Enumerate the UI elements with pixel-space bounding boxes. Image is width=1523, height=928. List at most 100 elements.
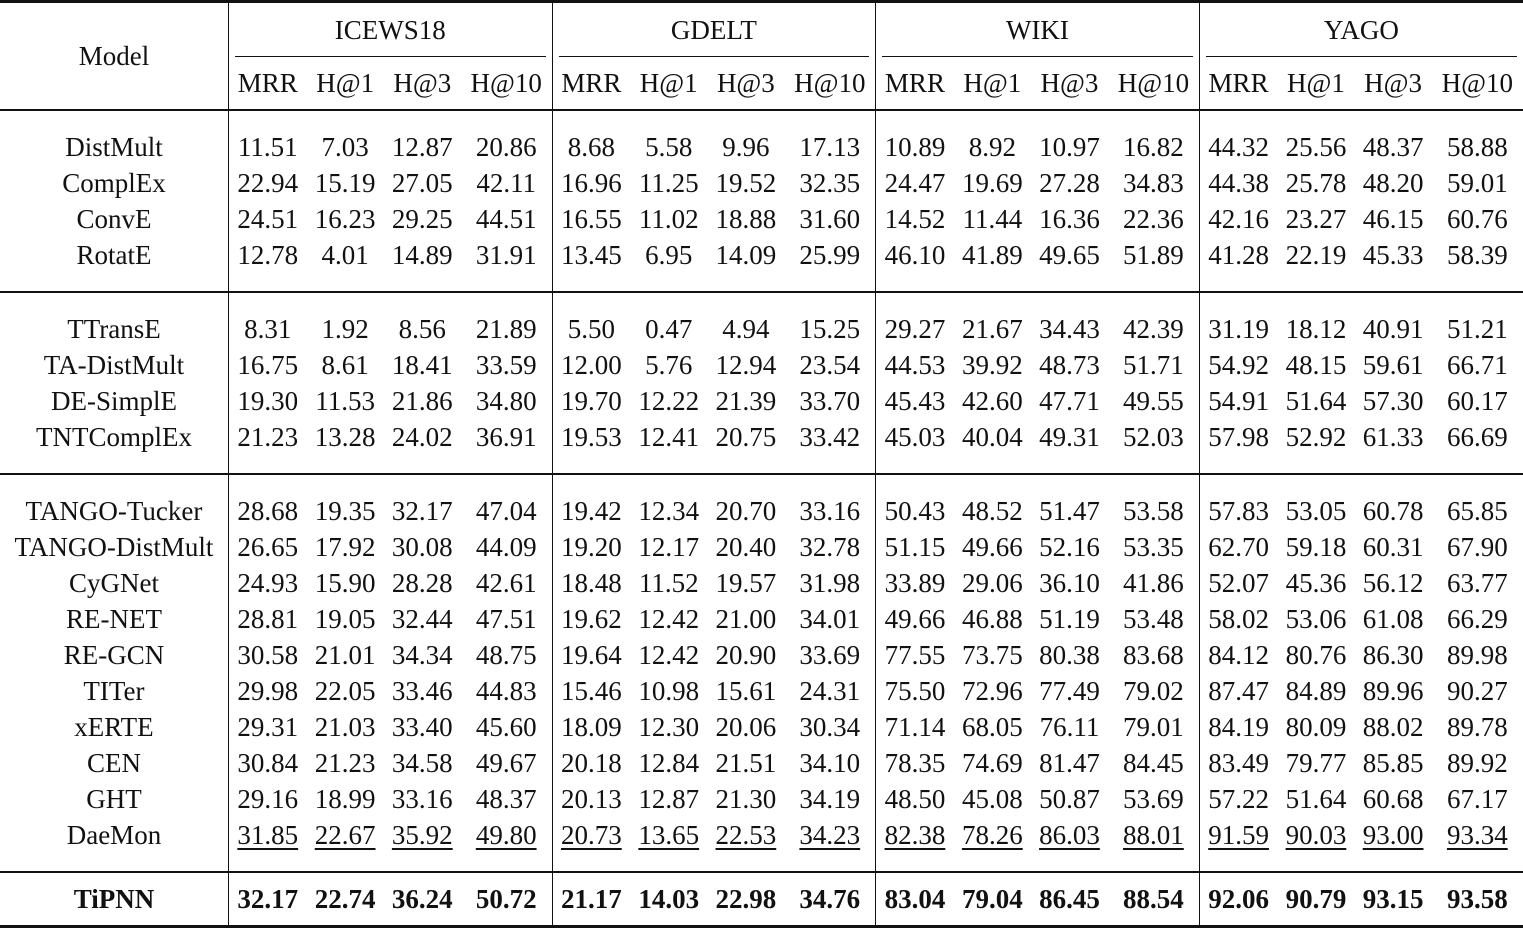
metric-value-cell: 19.20 xyxy=(551,529,631,565)
metric-value: 50.72 xyxy=(475,883,537,914)
metric-value: 11.44 xyxy=(962,203,1023,234)
metric-value-cell: 53.35 xyxy=(1108,529,1199,565)
metric-value-cell: 90.27 xyxy=(1432,673,1523,709)
metric-value: 19.30 xyxy=(237,385,299,416)
row-spacer xyxy=(0,292,1523,311)
metric-value-cell: 79.77 xyxy=(1277,745,1354,781)
metric-value: 86.30 xyxy=(1362,639,1424,670)
metric-value: 91.59 xyxy=(1208,819,1269,850)
metric-value-cell: 89.92 xyxy=(1432,745,1523,781)
metric-value-cell: 32.78 xyxy=(784,529,875,565)
metric-value-cell: 34.10 xyxy=(784,745,875,781)
metric-value: 18.09 xyxy=(560,711,622,742)
metric-header-h3: H@3 xyxy=(707,57,785,111)
metric-value-cell: 66.69 xyxy=(1432,419,1523,455)
metric-value: 80.38 xyxy=(1039,639,1100,670)
metric-value: 34.34 xyxy=(391,639,453,670)
metric-value: 22.74 xyxy=(314,883,376,914)
metric-value: 10.89 xyxy=(884,131,946,162)
metric-value-cell: 33.16 xyxy=(784,493,875,529)
metric-value: 19.62 xyxy=(560,603,622,634)
metric-value-cell: 75.50 xyxy=(875,673,954,709)
metric-value: 51.71 xyxy=(1123,349,1184,380)
metric-value: 49.31 xyxy=(1039,421,1100,452)
metric-value-cell: 46.15 xyxy=(1355,201,1432,237)
model-name-cell: TiPNN xyxy=(0,872,229,928)
metric-value-cell: 44.38 xyxy=(1198,165,1278,201)
metric-value: 30.84 xyxy=(237,747,299,778)
dataset-header-wiki: WIKI xyxy=(875,0,1200,57)
metric-value-cell: 48.52 xyxy=(954,493,1031,529)
metric-value-cell: 52.92 xyxy=(1277,419,1354,455)
metric-value: 21.51 xyxy=(715,747,777,778)
metric-value-cell: 34.58 xyxy=(384,745,461,781)
metric-value: 24.51 xyxy=(237,203,299,234)
metric-value: 20.90 xyxy=(715,639,777,670)
metric-value-cell: 87.47 xyxy=(1198,673,1278,709)
metric-value-cell: 12.42 xyxy=(630,601,707,637)
metric-value-cell: 59.18 xyxy=(1277,529,1354,565)
metric-value-cell: 92.06 xyxy=(1198,872,1278,928)
model-name-cell: ConvE xyxy=(76,203,152,234)
metric-value: 24.47 xyxy=(884,167,946,198)
metric-value-cell: 6.95 xyxy=(630,237,707,273)
metric-value: 51.15 xyxy=(884,531,946,562)
metric-value-cell: 58.02 xyxy=(1198,601,1278,637)
metric-value: 51.47 xyxy=(1039,495,1100,526)
metric-value: 33.40 xyxy=(391,711,453,742)
metric-value-cell: 33.42 xyxy=(784,419,875,455)
metric-value-cell: 80.38 xyxy=(1031,637,1108,673)
metric-value-cell: 33.46 xyxy=(384,673,461,709)
model-name-cell: DE-SimplE xyxy=(50,385,177,416)
metric-value: 29.16 xyxy=(237,783,299,814)
metric-value-cell: 21.67 xyxy=(954,311,1031,347)
metric-value: 31.85 xyxy=(237,819,299,850)
metric-value: 8.56 xyxy=(398,313,446,344)
metric-value: 45.43 xyxy=(884,385,946,416)
metric-value-cell: 15.19 xyxy=(307,165,384,201)
metric-value: 32.44 xyxy=(391,603,453,634)
metric-value: 50.87 xyxy=(1039,783,1100,814)
metric-value-cell: 13.45 xyxy=(551,237,631,273)
metric-value-cell: 27.28 xyxy=(1031,165,1108,201)
model-name-cell: CyGNet xyxy=(68,567,159,598)
metric-value-cell: 5.50 xyxy=(551,311,631,347)
metric-value-cell: 83.04 xyxy=(875,872,954,928)
metric-value: 12.17 xyxy=(638,531,700,562)
metric-value: 53.69 xyxy=(1123,783,1184,814)
metric-value: 14.03 xyxy=(638,883,700,914)
metric-value-cell: 61.33 xyxy=(1355,419,1432,455)
metric-value-cell: 21.03 xyxy=(307,709,384,745)
metric-value: 47.04 xyxy=(475,495,537,526)
metric-value: 11.51 xyxy=(237,131,298,162)
metric-value-cell: 76.11 xyxy=(1031,709,1108,745)
metric-value-cell: 10.89 xyxy=(875,129,954,165)
metric-value-cell: 86.45 xyxy=(1030,872,1109,928)
metric-value: 31.19 xyxy=(1208,313,1269,344)
metric-value-cell: 16.75 xyxy=(227,347,307,383)
metric-value-cell: 7.03 xyxy=(307,129,384,165)
metric-value-cell: 40.91 xyxy=(1355,311,1432,347)
metric-value-cell: 51.15 xyxy=(875,529,954,565)
metric-value-cell: 51.19 xyxy=(1031,601,1108,637)
metric-value: 22.36 xyxy=(1123,203,1184,234)
metric-value: 12.42 xyxy=(638,603,700,634)
metric-value: 89.78 xyxy=(1446,711,1508,742)
metric-value-cell: 49.67 xyxy=(461,745,552,781)
metric-value: 14.89 xyxy=(391,239,453,270)
metric-value: 25.78 xyxy=(1285,167,1347,198)
model-name-cell: TANGO-Tucker xyxy=(25,495,203,526)
metric-value: 90.79 xyxy=(1285,883,1347,914)
metric-value-cell: 68.05 xyxy=(954,709,1031,745)
metric-value: 47.71 xyxy=(1039,385,1100,416)
metric-value-cell: 86.03 xyxy=(1031,817,1108,853)
metric-value: 20.13 xyxy=(560,783,622,814)
metric-value: 15.46 xyxy=(560,675,622,706)
table-row: TANGO-DistMult 26.65 17.92 30.08 44.09 19.20 1… xyxy=(0,529,1523,565)
metric-value-cell: 60.17 xyxy=(1432,383,1523,419)
metric-value-cell: 11.53 xyxy=(307,383,384,419)
metric-value-cell: 19.62 xyxy=(551,601,631,637)
metric-value: 81.47 xyxy=(1039,747,1100,778)
metric-value: 20.18 xyxy=(560,747,622,778)
metric-value: 87.47 xyxy=(1208,675,1269,706)
